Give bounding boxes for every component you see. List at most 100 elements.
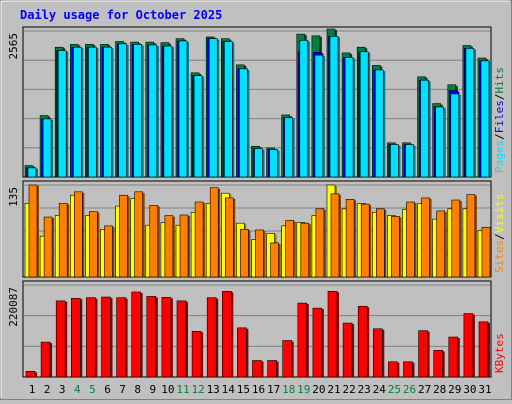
chart-title: Daily usage for October 2025 <box>20 8 222 22</box>
x-tick-label-day-28: 28 <box>433 383 446 396</box>
x-tick-label-day-30: 30 <box>463 383 476 396</box>
legend-hits: Hits <box>493 67 506 94</box>
panel-2-legend-label: Sites/Visits <box>493 194 506 274</box>
x-tick-label-day-20: 20 <box>312 383 325 396</box>
legend-files: Files <box>493 100 506 133</box>
bar-pages-day-4 <box>73 46 82 178</box>
bar-sites-day-13 <box>209 187 219 278</box>
bar-sites-day-30 <box>466 194 476 278</box>
bar-sites-day-22 <box>345 199 355 278</box>
bar-kbytes-day-21 <box>327 291 338 378</box>
label-layer: 2565Pages/Files/Hits135Sites/Visits22008… <box>7 33 506 396</box>
bar-sites-day-18 <box>285 220 295 278</box>
legend-separator: / <box>493 233 506 240</box>
bar-pages-day-25 <box>390 144 399 178</box>
x-tick-label-day-2: 2 <box>44 383 51 396</box>
bar-sites-day-27 <box>421 197 430 278</box>
x-tick-label-day-16: 16 <box>252 383 265 396</box>
bar-kbytes-day-27 <box>418 330 428 378</box>
x-tick-label-day-7: 7 <box>119 383 126 396</box>
bar-pages-day-15 <box>239 68 248 178</box>
bar-sites-day-28 <box>436 210 446 278</box>
bar-pages-day-5 <box>88 46 97 178</box>
bar-sites-day-16 <box>255 229 264 278</box>
bar-sites-day-4 <box>74 191 83 278</box>
bar-sites-day-6 <box>104 225 113 278</box>
x-tick-label-day-25: 25 <box>388 383 401 396</box>
bar-sites-day-23 <box>360 203 370 278</box>
panel-3-legend-label: KBytes <box>493 333 506 373</box>
legend-visits: Visits <box>493 194 506 234</box>
bar-kbytes-day-31 <box>478 321 489 378</box>
x-tick-label-day-27: 27 <box>418 383 431 396</box>
x-tick-label-day-3: 3 <box>59 383 66 396</box>
bar-pages-day-29 <box>450 93 460 178</box>
bar-pages-day-31 <box>480 60 490 178</box>
bar-pages-day-24 <box>374 69 384 178</box>
bar-kbytes-day-22 <box>342 322 353 378</box>
x-tick-label-day-13: 13 <box>207 383 220 396</box>
x-tick-label-day-1: 1 <box>29 383 36 396</box>
bar-kbytes-day-12 <box>191 331 202 378</box>
x-tick-label-day-5: 5 <box>89 383 96 396</box>
bar-sites-day-20 <box>315 208 325 278</box>
bar-pages-day-28 <box>435 106 445 178</box>
legend-pages: Pages <box>493 140 506 173</box>
bar-kbytes-day-14 <box>222 291 232 378</box>
bar-kbytes-day-24 <box>372 328 383 378</box>
x-tick-label-day-21: 21 <box>327 383 340 396</box>
bar-kbytes-day-10 <box>161 297 172 378</box>
bar-kbytes-day-23 <box>357 305 368 378</box>
panel-3-max-label: 220087 <box>7 287 20 327</box>
bar-pages-day-27 <box>420 79 429 178</box>
bar-kbytes-day-3 <box>55 300 66 378</box>
bar-kbytes-day-28 <box>433 350 444 378</box>
bar-pages-day-3 <box>57 50 67 178</box>
bar-kbytes-day-17 <box>267 360 277 378</box>
bar-pages-day-16 <box>254 148 263 178</box>
bar-pages-day-18 <box>284 117 294 178</box>
bar-kbytes-day-6 <box>101 296 111 378</box>
x-tick-label-day-17: 17 <box>267 383 280 396</box>
bar-sites-day-10 <box>164 215 174 278</box>
bar-kbytes-day-5 <box>86 297 96 378</box>
x-tick-label-day-8: 8 <box>134 383 141 396</box>
bar-sites-day-26 <box>406 201 415 278</box>
bar-kbytes-day-1 <box>25 370 36 378</box>
bar-pages-day-12 <box>193 75 203 178</box>
x-tick-label-day-14: 14 <box>222 383 236 396</box>
x-tick-label-day-26: 26 <box>403 383 416 396</box>
x-tick-label-day-9: 9 <box>149 383 156 396</box>
bar-pages-day-14 <box>224 41 233 178</box>
bar-sites-day-1 <box>28 184 38 278</box>
bar-kbytes-day-9 <box>146 296 157 378</box>
legend-separator: / <box>493 94 506 101</box>
x-tick-label-day-19: 19 <box>297 383 310 396</box>
bar-sites-day-21 <box>330 193 340 278</box>
x-tick-label-day-22: 22 <box>342 383 355 396</box>
bar-sites-day-24 <box>375 208 385 278</box>
x-tick-label-day-18: 18 <box>282 383 295 396</box>
x-tick-label-day-24: 24 <box>373 383 387 396</box>
bar-sites-day-14 <box>225 197 234 278</box>
panel-1-legend-label: Pages/Files/Hits <box>493 67 506 173</box>
bar-sites-day-19 <box>300 222 310 278</box>
bar-pages-day-7 <box>118 43 127 178</box>
bar-sites-day-31 <box>481 226 491 278</box>
bar-sites-day-29 <box>451 199 461 278</box>
bar-pages-day-13 <box>208 38 218 178</box>
bar-kbytes-day-4 <box>71 298 81 378</box>
bar-pages-day-2 <box>42 118 52 178</box>
bar-pages-day-23 <box>359 51 369 178</box>
bar-pages-day-1 <box>27 167 37 178</box>
x-tick-label-day-6: 6 <box>104 383 111 396</box>
bar-kbytes-day-25 <box>388 361 398 378</box>
bar-kbytes-day-13 <box>206 297 217 378</box>
bar-sites-day-15 <box>240 228 249 278</box>
bar-layer <box>24 28 492 378</box>
bar-kbytes-day-19 <box>297 302 308 378</box>
bar-pages-day-26 <box>405 144 414 178</box>
bar-kbytes-day-7 <box>116 297 126 378</box>
